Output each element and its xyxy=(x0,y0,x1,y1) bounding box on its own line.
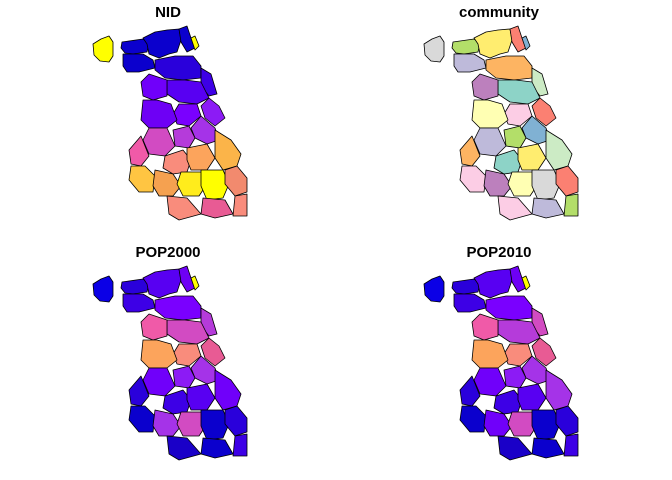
region-pilsen xyxy=(503,125,527,149)
region-loop xyxy=(200,97,226,127)
region-near-north xyxy=(166,319,210,345)
region-loop xyxy=(200,337,226,367)
region-hegewisch xyxy=(232,433,248,457)
region-roseland xyxy=(531,437,565,459)
region-group-nid xyxy=(92,25,248,221)
region-far-northwest xyxy=(423,275,445,303)
region-hegewisch xyxy=(563,193,579,217)
region-pilsen xyxy=(503,365,527,389)
region-chatham xyxy=(200,169,230,201)
region-near-north xyxy=(166,79,210,105)
region-ashburn xyxy=(128,165,156,193)
region-hegewisch xyxy=(232,193,248,217)
region-beverly xyxy=(166,435,202,461)
region-ashburn xyxy=(459,165,487,193)
region-north-side xyxy=(473,28,513,59)
region-garfield xyxy=(140,339,178,369)
region-beverly xyxy=(497,195,533,221)
region-far-northwest xyxy=(92,35,114,63)
region-ashburn xyxy=(459,405,487,433)
region-lakefront-north xyxy=(521,275,531,291)
map-panel-community: community xyxy=(423,4,579,221)
region-west-lawn xyxy=(483,169,513,197)
region-clearing xyxy=(459,135,481,167)
region-north-side xyxy=(142,28,182,59)
region-chatham xyxy=(531,169,561,201)
region-far-northwest xyxy=(423,35,445,63)
region-southeast xyxy=(224,405,248,437)
region-west-ridge xyxy=(453,293,487,313)
region-roseland xyxy=(200,197,234,219)
region-ashburn xyxy=(128,405,156,433)
region-pilsen xyxy=(172,365,196,389)
region-group-community xyxy=(423,25,579,221)
region-lakefront-north xyxy=(190,35,200,51)
panel-title-nid: NID xyxy=(155,4,181,21)
region-pilsen xyxy=(172,125,196,149)
region-lakefront-north xyxy=(190,275,200,291)
region-clearing xyxy=(128,375,150,407)
region-group-pop2010 xyxy=(423,265,579,461)
region-chatham xyxy=(531,409,561,441)
map-panel-pop2000: POP2000 xyxy=(92,244,248,461)
region-group-pop2000 xyxy=(92,265,248,461)
region-west-ridge xyxy=(122,293,156,313)
region-hegewisch xyxy=(563,433,579,457)
region-clearing xyxy=(459,375,481,407)
region-west-lawn xyxy=(483,409,513,437)
region-roseland xyxy=(531,197,565,219)
map-panel-nid: NID xyxy=(92,4,248,221)
region-west-lawn xyxy=(152,409,182,437)
region-southeast xyxy=(224,165,248,197)
region-chatham xyxy=(200,409,230,441)
region-near-north xyxy=(497,79,541,105)
region-north-side xyxy=(142,268,182,299)
region-loop xyxy=(531,97,557,127)
region-garfield xyxy=(140,99,178,129)
map-panel-pop2010: POP2010 xyxy=(423,244,579,461)
region-beverly xyxy=(497,435,533,461)
region-north-side xyxy=(473,268,513,299)
region-garfield xyxy=(471,99,509,129)
panel-title-community: community xyxy=(459,4,540,21)
panel-title-pop2010: POP2010 xyxy=(466,244,531,261)
region-roseland xyxy=(200,437,234,459)
region-southeast xyxy=(555,405,579,437)
region-garfield xyxy=(471,339,509,369)
region-lakefront-north xyxy=(521,35,531,51)
panel-title-pop2000: POP2000 xyxy=(135,244,200,261)
region-west-ridge xyxy=(122,53,156,73)
region-southeast xyxy=(555,165,579,197)
region-loop xyxy=(531,337,557,367)
region-near-north xyxy=(497,319,541,345)
region-far-northwest xyxy=(92,275,114,303)
region-west-lawn xyxy=(152,169,182,197)
region-west-ridge xyxy=(453,53,487,73)
region-beverly xyxy=(166,195,202,221)
region-clearing xyxy=(128,135,150,167)
